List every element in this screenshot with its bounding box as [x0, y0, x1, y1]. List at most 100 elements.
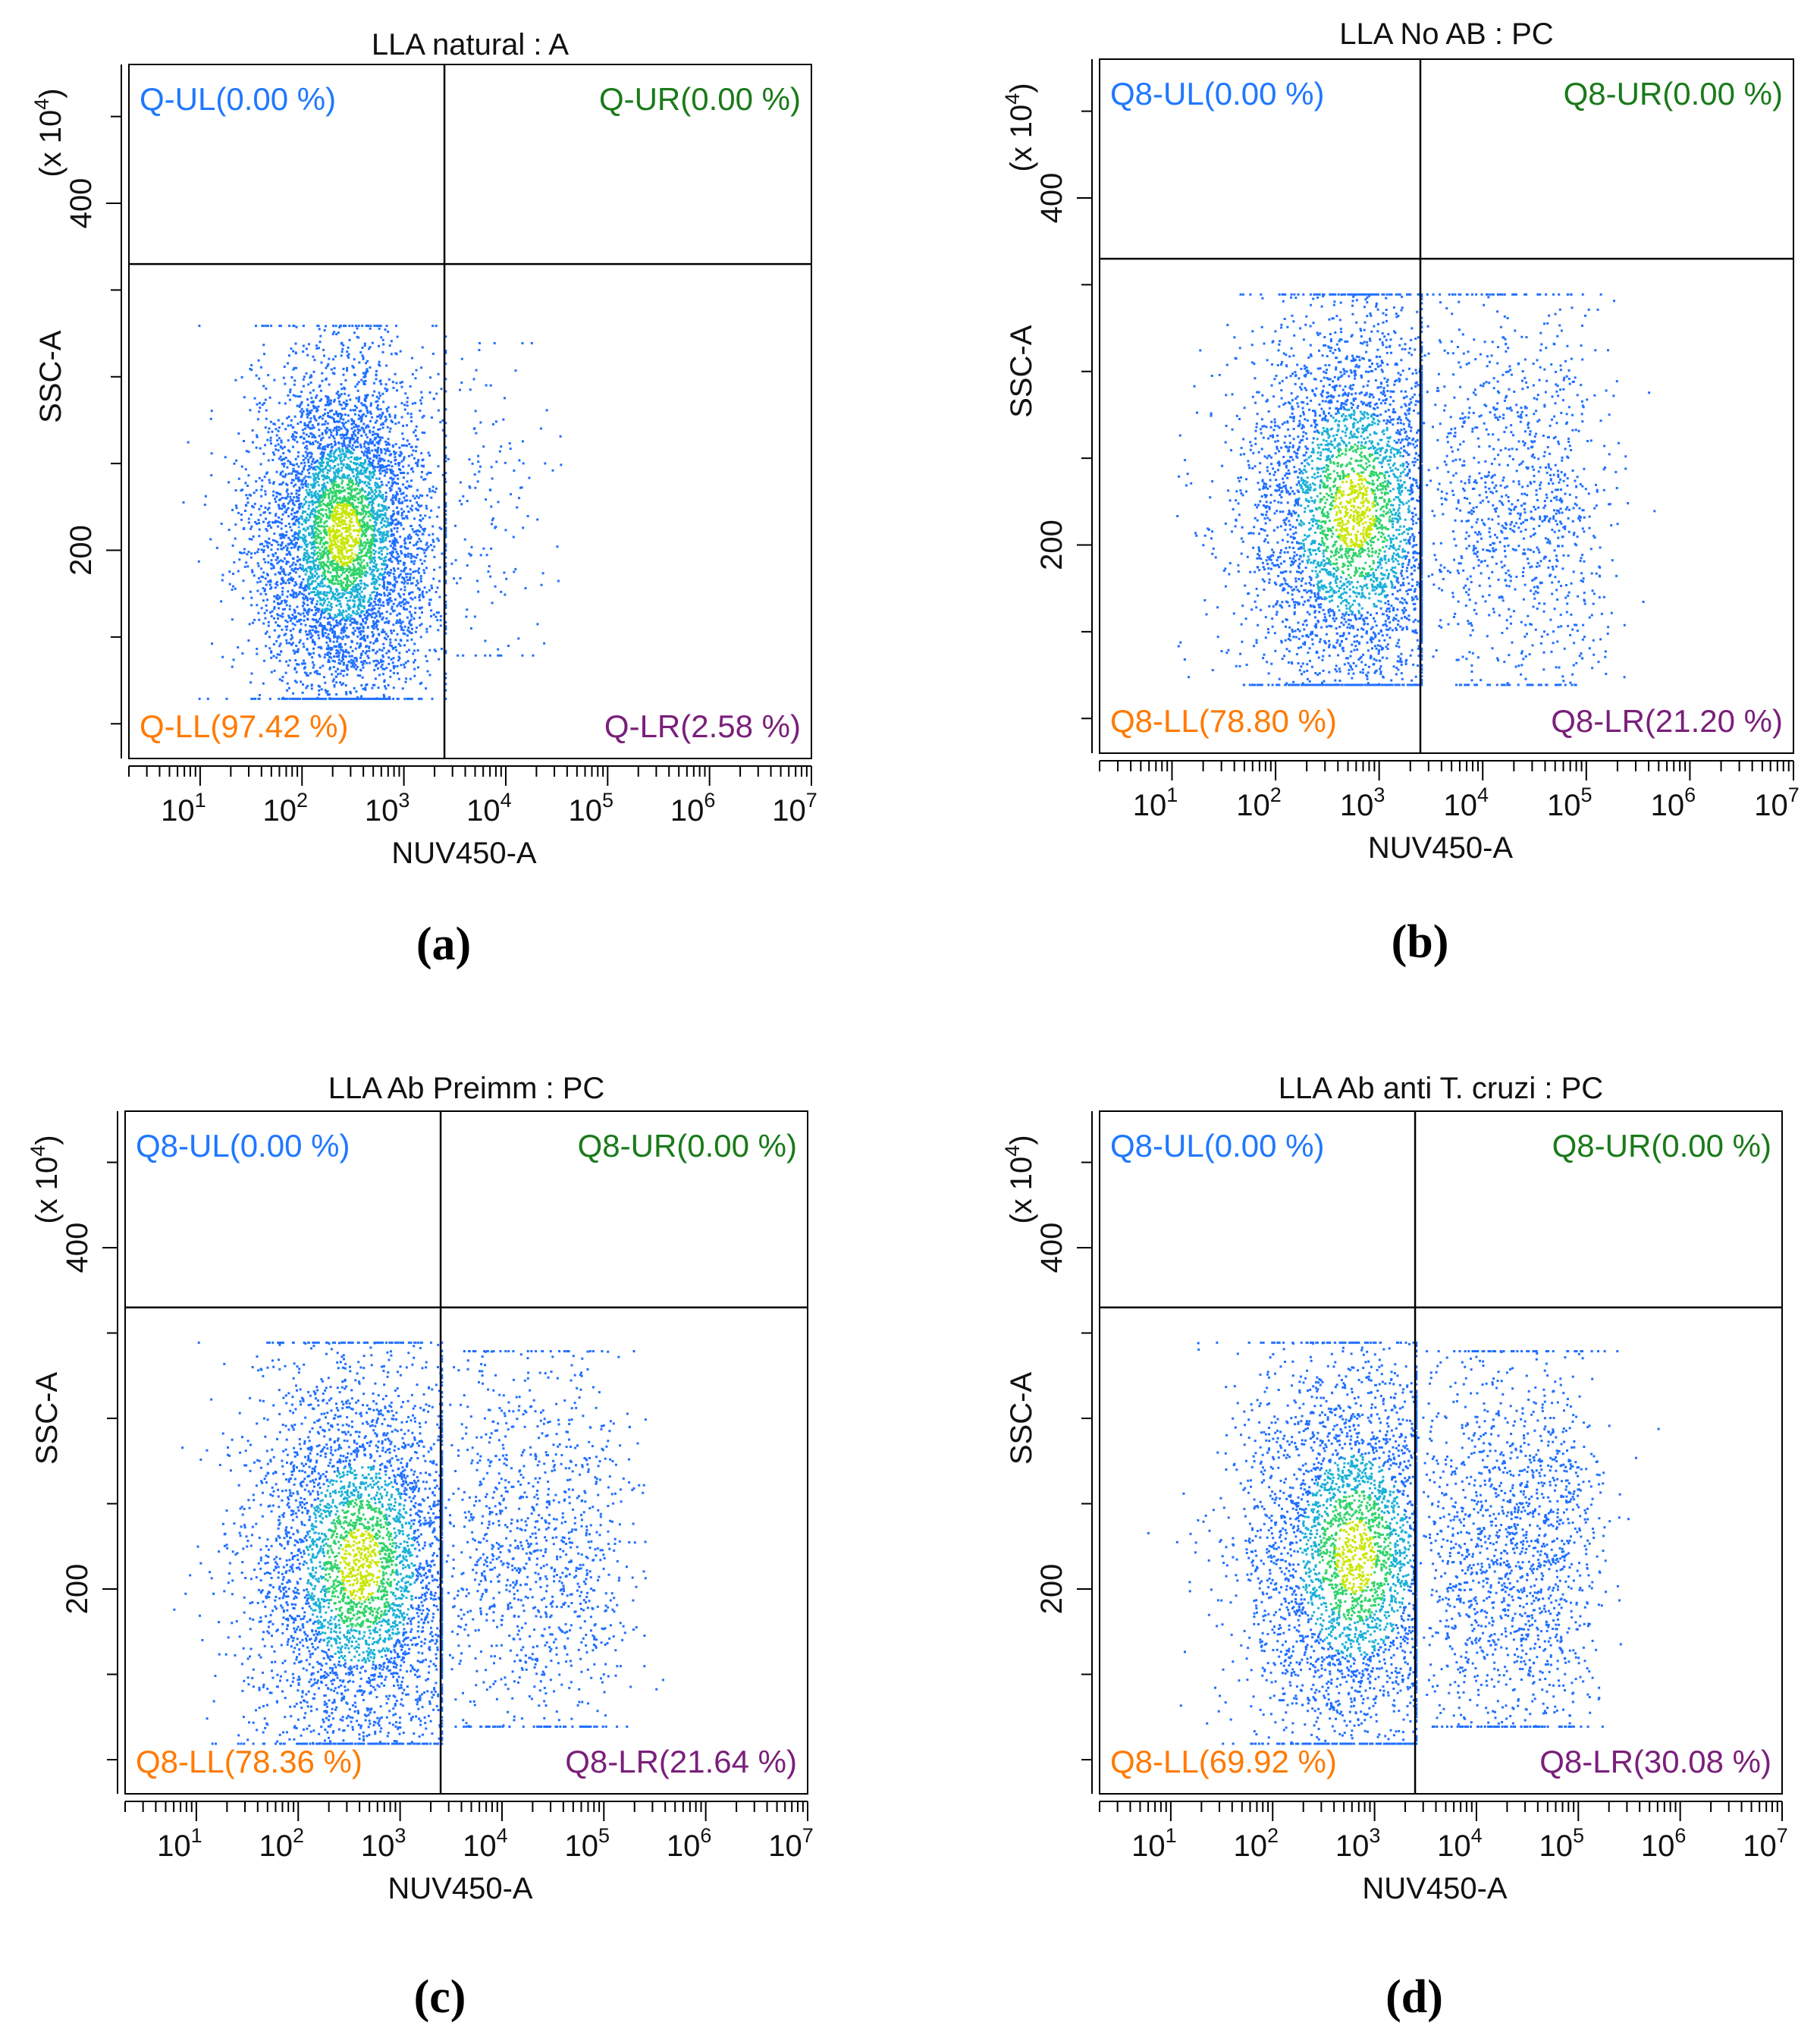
y-tick-label: 200 [61, 1564, 94, 1615]
x-tick-label: 104 [466, 789, 512, 828]
x-tick-label: 105 [1547, 784, 1592, 822]
x-tick-base: 10 [157, 1829, 191, 1863]
x-tick-exponent: 3 [1369, 1824, 1380, 1847]
x-tick-exponent: 7 [806, 789, 817, 812]
dots-mid-density [1299, 1454, 1412, 1658]
x-tick-base: 10 [466, 794, 500, 828]
x-tick-label: 106 [1651, 784, 1696, 822]
x-tick-base: 10 [1335, 1829, 1370, 1863]
y-axis-multiplier: (x 104) [1001, 1135, 1038, 1223]
y-axis-label: SSC-A [30, 1372, 64, 1465]
x-tick-exponent: 4 [1471, 1824, 1483, 1847]
y-tick-label: 400 [61, 1223, 94, 1273]
dots-high-density [1318, 1490, 1392, 1622]
x-tick-base: 10 [1547, 789, 1581, 822]
dots-peak-density [1333, 473, 1376, 548]
x-tick-base: 10 [1236, 789, 1270, 822]
y-axis-multiplier: (x 104) [30, 88, 67, 177]
x-tick-exponent: 4 [1477, 784, 1489, 806]
y-multiplier-exponent: 4 [30, 99, 53, 110]
x-tick-exponent: 3 [398, 789, 410, 812]
x-tick-label: 103 [365, 789, 410, 828]
y-axis: 200 400 SSC-A (x 104) [27, 1111, 118, 1794]
plot-area [1099, 58, 1794, 754]
quadrant-label-ll: Q8-LL(78.36 %) [136, 1744, 362, 1779]
scatter-dots [173, 1341, 664, 1745]
y-axis-multiplier: (x 104) [1001, 83, 1038, 171]
y-tick-label: 200 [64, 525, 98, 576]
scatter-dots [182, 325, 563, 700]
scatter-dots [1176, 293, 1656, 686]
x-tick-base: 10 [1233, 1829, 1267, 1863]
dots-peak-density [339, 1528, 381, 1601]
x-tick-base: 10 [1133, 789, 1167, 822]
plot-title: LLA natural : A [372, 28, 570, 61]
x-tick-label: 103 [361, 1824, 406, 1863]
y-axis-multiplier: (x 104) [27, 1135, 64, 1223]
x-tick-base: 10 [1539, 1829, 1574, 1863]
x-tick-label: 104 [1443, 784, 1489, 822]
dots-sparse [1176, 293, 1656, 686]
x-tick-exponent: 1 [1166, 1824, 1177, 1847]
x-tick-exponent: 4 [500, 789, 512, 812]
quadrant-label-ul: Q-UL(0.00 %) [140, 81, 336, 117]
x-tick-label: 107 [772, 789, 817, 828]
quadrant-label-ll: Q-LL(97.42 %) [140, 708, 348, 744]
x-tick-base: 10 [365, 794, 399, 828]
x-axis-label: NUV450-A [391, 837, 537, 870]
x-tick-base: 10 [667, 1829, 701, 1863]
x-tick-base: 10 [1131, 1829, 1166, 1863]
x-tick-label: 102 [262, 789, 308, 828]
x-tick-exponent: 5 [602, 789, 613, 812]
x-tick-base: 10 [1754, 789, 1788, 822]
y-axis-label: SSC-A [34, 330, 67, 423]
quadrant-label-ur: Q8-UR(0.00 %) [1564, 76, 1783, 111]
x-tick-base: 10 [1340, 789, 1374, 822]
y-multiplier-base: (x 10 [30, 1157, 64, 1224]
x-tick-label: 101 [1131, 1824, 1177, 1863]
x-tick-exponent: 5 [1581, 784, 1592, 806]
dots-high-density [313, 477, 375, 591]
x-tick-base: 10 [463, 1829, 497, 1863]
y-multiplier-exponent: 4 [27, 1145, 49, 1157]
y-multiplier-close: ) [1005, 1135, 1038, 1145]
x-tick-exponent: 6 [704, 789, 715, 812]
y-multiplier-close: ) [30, 1135, 64, 1145]
panel-caption: (a) [416, 919, 471, 970]
y-multiplier-close: ) [34, 88, 67, 98]
dots-high-density [323, 1498, 398, 1628]
plot-area [124, 1110, 808, 1795]
y-tick-label: 400 [1035, 1223, 1068, 1273]
x-tick-exponent: 6 [1684, 784, 1696, 806]
x-tick-base: 10 [768, 1829, 802, 1863]
x-tick-label: 104 [463, 1824, 508, 1863]
y-multiplier-base: (x 10 [34, 110, 67, 177]
x-tick-base: 10 [1443, 789, 1477, 822]
x-tick-label: 106 [1641, 1824, 1687, 1863]
x-tick-label: 107 [1743, 1824, 1788, 1863]
x-tick-label: 105 [565, 1824, 610, 1863]
x-tick-base: 10 [569, 794, 603, 828]
y-tick-label: 200 [1035, 1564, 1068, 1615]
x-tick-label: 102 [1233, 1824, 1279, 1863]
x-tick-label: 101 [157, 1824, 202, 1863]
quadrant-label-ur: Q8-UR(0.00 %) [1552, 1128, 1771, 1164]
quadrant-label-ul: Q8-UL(0.00 %) [1110, 1128, 1324, 1164]
quadrant-label-ll: Q8-LL(69.92 %) [1110, 1744, 1337, 1779]
y-multiplier-base: (x 10 [1005, 1157, 1038, 1224]
y-axis-label: SSC-A [1005, 325, 1038, 418]
x-tick-exponent: 1 [1166, 784, 1178, 806]
x-tick-label: 105 [1539, 1824, 1585, 1863]
x-tick-label: 103 [1335, 1824, 1381, 1863]
x-tick-label: 105 [569, 789, 614, 828]
x-tick-label: 103 [1340, 784, 1385, 822]
dots-peak-density [327, 503, 362, 567]
quadrant-label-ll: Q8-LL(78.80 %) [1110, 703, 1337, 739]
quadrant-label-lr: Q8-LR(21.64 %) [565, 1744, 797, 1779]
panel-a: LLA natural : A Q-UL(0.00 %) Q-UR(0.00 %) Q… [30, 28, 817, 970]
x-tick-exponent: 6 [1674, 1824, 1686, 1847]
